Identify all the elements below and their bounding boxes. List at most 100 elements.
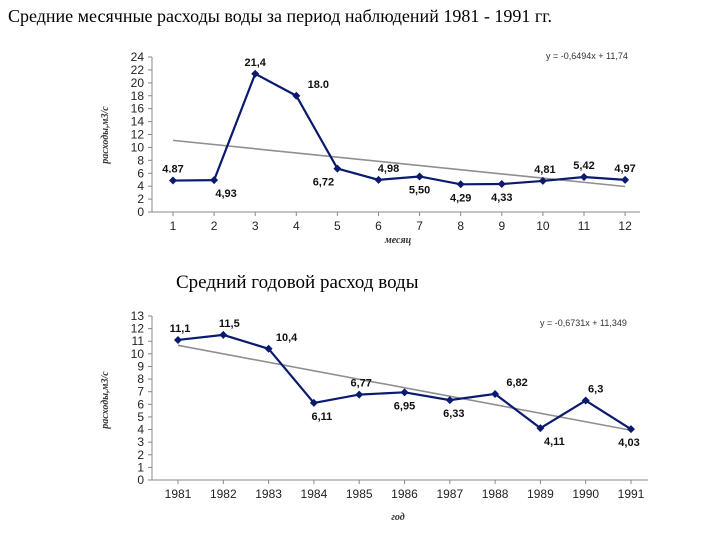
chart2-y-tick-label: 13 <box>131 309 145 323</box>
chart1-y-tick-label: 20 <box>131 76 145 90</box>
chart2-point <box>581 396 590 405</box>
chart2-y-tick-label: 11 <box>132 334 145 348</box>
chart1-data-label: 4,29 <box>450 192 471 204</box>
chart1-data-label: 4,81 <box>534 164 555 176</box>
chart1-y-tick-label: 10 <box>131 140 145 154</box>
chart2-data-label: 11,1 <box>170 323 191 335</box>
chart1-x-tick-label: 12 <box>618 219 632 233</box>
chart1-y-tick-label: 2 <box>137 192 144 206</box>
chart2-y-tick-label: 1 <box>137 460 144 474</box>
chart2-y-tick-label: 5 <box>137 410 144 424</box>
chart1-y-tick-label: 18 <box>131 89 145 103</box>
chart2-x-tick-label: 1990 <box>572 487 599 501</box>
chart1-y-tick-label: 14 <box>131 115 145 129</box>
chart2-x-tick-label: 1987 <box>436 487 463 501</box>
chart2-point <box>174 335 182 344</box>
chart1-y-tick-label: 4 <box>137 179 144 193</box>
chart2-x-tick-label: 1984 <box>301 487 328 501</box>
chart1-x-axis-label: месяц <box>384 235 412 246</box>
chart2-series-line <box>177 333 632 431</box>
chart1-data-label: 18.0 <box>308 79 329 91</box>
chart2-data-label: 4,11 <box>544 436 565 448</box>
chart1-y-tick-label: 22 <box>131 63 145 77</box>
chart2-y-tick-label: 3 <box>137 435 144 449</box>
chart1-x-tick-label: 7 <box>416 219 423 233</box>
chart2-y-tick-label: 7 <box>137 385 144 399</box>
chart2-y-tick-label: 8 <box>137 372 144 386</box>
chart2-data-label: 6,82 <box>506 377 527 389</box>
chart2-data-label: 6,11 <box>311 411 332 423</box>
chart2-y-tick-label: 0 <box>137 473 144 487</box>
chart1-y-tick-label: 6 <box>137 166 144 180</box>
chart2-x-tick-label: 1986 <box>391 487 418 501</box>
chart2-trend-equation: y = -0,6731x + 11,349 <box>540 318 627 328</box>
chart2-point <box>219 330 228 339</box>
chart2-y-tick-label: 2 <box>137 448 144 462</box>
chart2-data-label: 6,77 <box>350 378 371 390</box>
chart2-point <box>400 388 409 397</box>
chart2-data-label: 4,03 <box>618 437 639 449</box>
chart2-point <box>627 425 635 434</box>
chart1-x-tick-label: 6 <box>375 219 382 233</box>
chart2-data-label: 10,4 <box>276 332 298 344</box>
chart1-x-tick-label: 3 <box>252 219 259 233</box>
chart1-x-tick-label: 10 <box>536 219 550 233</box>
chart2-point <box>536 424 545 433</box>
chart1-x-tick-label: 1 <box>170 219 177 233</box>
chart2-title: Средний годовой расход воды <box>176 272 419 293</box>
chart1-y-tick-label: 0 <box>137 205 144 219</box>
chart2-point <box>264 344 273 353</box>
chart2-x-tick-label: 1982 <box>210 487 237 501</box>
chart2-data-label: 6,3 <box>588 384 603 396</box>
chart2-x-tick-label: 1991 <box>618 487 645 501</box>
chart1-point <box>497 180 506 189</box>
chart2-x-tick-label: 1989 <box>527 487 554 501</box>
chart1-y-tick-label: 8 <box>137 153 144 167</box>
chart1-y-axis-label: расходы,м3/с <box>100 106 111 165</box>
chart1-x-tick-label: 5 <box>334 219 341 233</box>
chart2-point <box>355 390 364 399</box>
chart1-y-tick-label: 12 <box>131 128 145 142</box>
chart1-trendline <box>172 139 626 188</box>
chart1-point <box>210 176 219 185</box>
chart1-point <box>169 176 177 185</box>
chart1-y-tick-label: 24 <box>131 50 145 64</box>
chart1-data-label: 6,72 <box>313 177 334 189</box>
chart2-x-tick-label: 1988 <box>482 487 509 501</box>
chart1-point <box>538 176 547 185</box>
chart2-y-tick-label: 10 <box>131 347 145 361</box>
chart1-y-tick-label: 16 <box>131 102 145 116</box>
chart1-point <box>333 164 342 173</box>
chart1-point <box>292 91 301 100</box>
chart2-x-tick-label: 1983 <box>255 487 282 501</box>
chart1-point <box>456 180 465 189</box>
chart1-point <box>374 175 383 184</box>
chart1-point <box>415 172 424 181</box>
chart1-data-label: 4,98 <box>378 163 399 175</box>
chart2-y-tick-label: 9 <box>137 359 144 373</box>
chart1-x-tick-label: 4 <box>293 219 300 233</box>
chart1-trend-equation: y = -0,6494x + 11,74 <box>546 51 628 61</box>
chart2-y-tick-label: 6 <box>137 397 144 411</box>
chart1-x-tick-label: 2 <box>211 219 218 233</box>
chart2-point <box>491 389 500 398</box>
chart1-series-line <box>172 72 626 186</box>
chart2-data-label: 6,95 <box>394 400 415 412</box>
chart2-point <box>445 396 454 405</box>
chart2-y-tick-label: 4 <box>137 423 144 437</box>
chart2-point <box>309 398 318 407</box>
chart1-data-label: 5,50 <box>409 184 430 196</box>
chart2-x-tick-label: 1981 <box>165 487 192 501</box>
chart1-data-label: 4,93 <box>215 188 236 200</box>
chart1-data-label: 21,4 <box>244 57 266 69</box>
chart2-trendline <box>177 344 632 432</box>
chart1-point <box>621 175 630 184</box>
chart1-data-label: 4,97 <box>614 163 635 175</box>
chart1-title: Средние месячные расходы воды за период … <box>8 6 553 26</box>
chart2-x-axis-label: год <box>391 512 405 523</box>
chart1-data-label: 4.87 <box>162 164 183 176</box>
chart1-point <box>251 69 260 78</box>
chart2-data-label: 11,5 <box>219 318 240 330</box>
chart1-data-label: 4,33 <box>491 192 512 204</box>
